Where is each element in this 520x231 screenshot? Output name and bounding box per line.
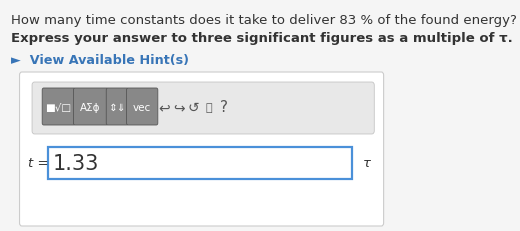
Text: ►  View Available Hint(s): ► View Available Hint(s): [11, 54, 189, 67]
Text: ↺: ↺: [188, 100, 200, 115]
Text: ↩: ↩: [158, 100, 170, 115]
Text: ⎗: ⎗: [205, 103, 212, 112]
Text: ↪: ↪: [173, 100, 185, 115]
FancyBboxPatch shape: [73, 89, 108, 125]
FancyBboxPatch shape: [126, 89, 158, 125]
FancyBboxPatch shape: [48, 147, 352, 179]
FancyBboxPatch shape: [106, 89, 128, 125]
FancyBboxPatch shape: [32, 83, 374, 134]
Text: 1.33: 1.33: [53, 153, 99, 173]
Text: Express your answer to three significant figures as a multiple of τ.: Express your answer to three significant…: [11, 32, 513, 45]
Text: How many time constants does it take to deliver 83 % of the found energy?: How many time constants does it take to …: [11, 14, 517, 27]
Text: ■√□: ■√□: [46, 103, 72, 112]
Text: vec: vec: [133, 103, 151, 112]
Text: ⇕⇓: ⇕⇓: [109, 103, 126, 112]
Text: ?: ?: [219, 100, 227, 115]
FancyBboxPatch shape: [20, 73, 384, 226]
Text: AΣϕ: AΣϕ: [81, 103, 101, 112]
FancyBboxPatch shape: [42, 89, 75, 125]
Text: t =: t =: [28, 157, 49, 170]
Text: τ: τ: [362, 157, 371, 170]
